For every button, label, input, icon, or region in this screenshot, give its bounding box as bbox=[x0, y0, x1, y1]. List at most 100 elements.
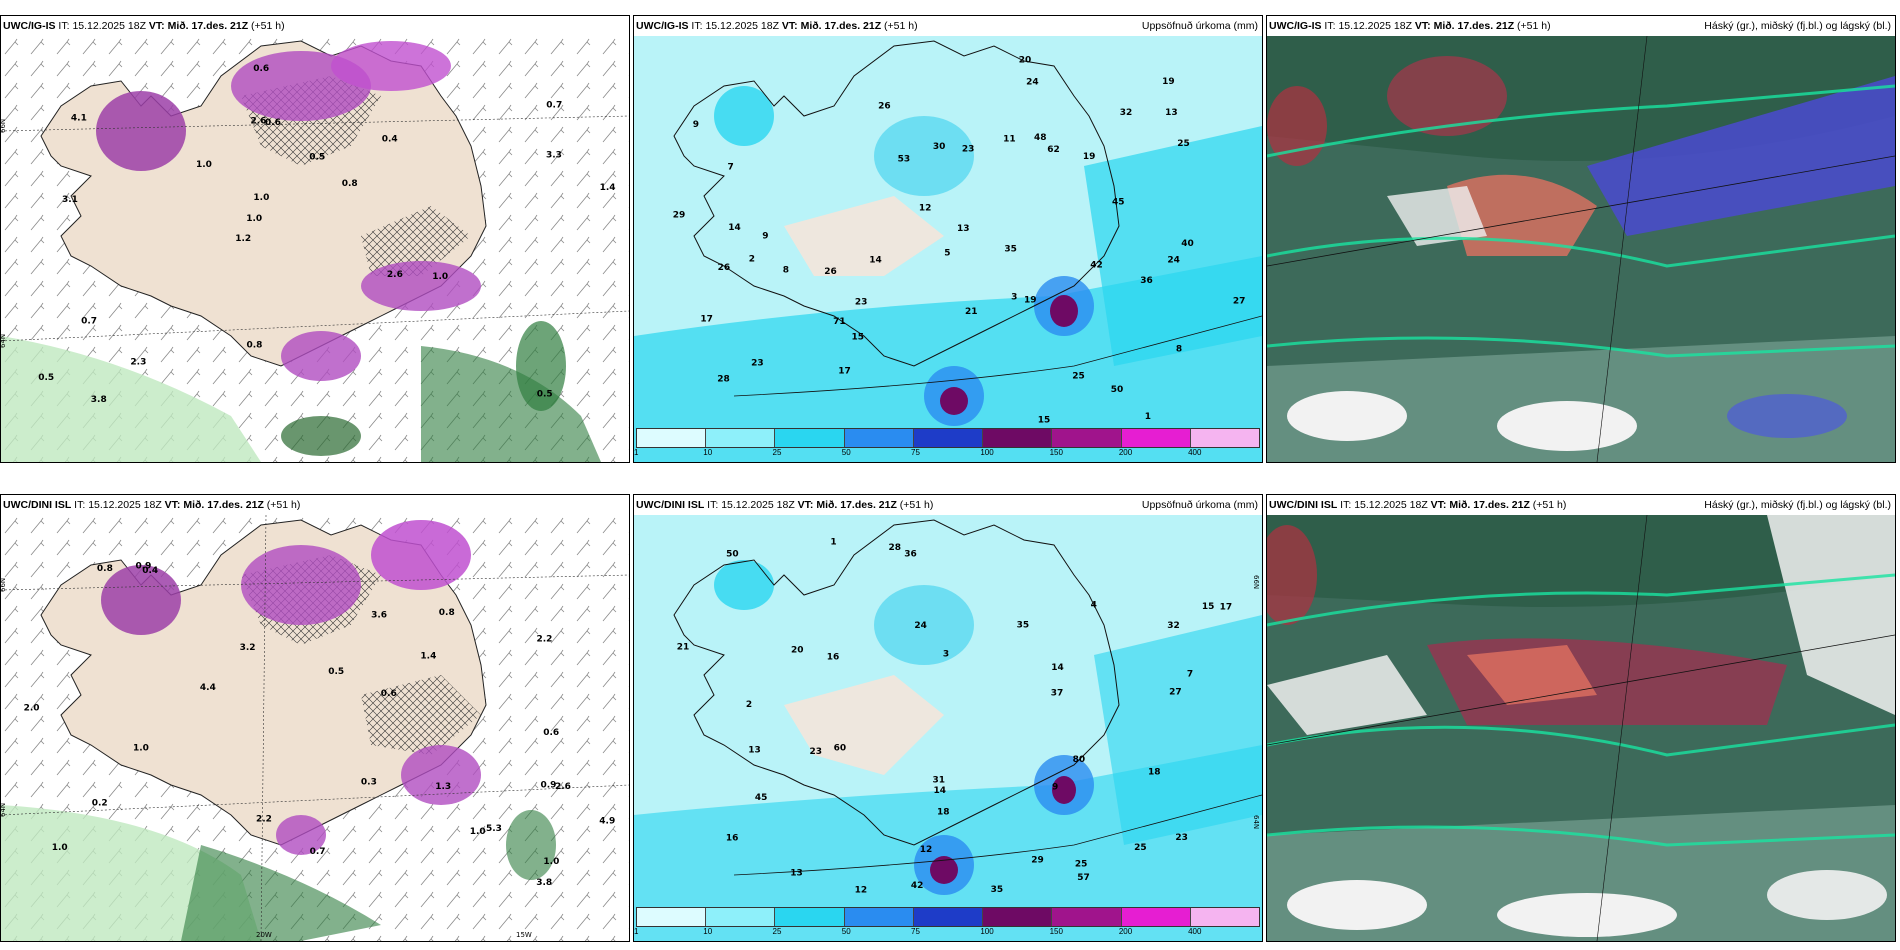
map-value-label: 29 bbox=[673, 211, 686, 221]
map-value-label: 35 bbox=[1004, 245, 1017, 255]
map-value-label: 13 bbox=[748, 745, 761, 755]
map-value-label: 8 bbox=[783, 266, 789, 276]
legend-tick: 75 bbox=[911, 927, 920, 936]
map-value-label: 1.0 bbox=[253, 193, 269, 203]
cloud-map[interactable] bbox=[1267, 36, 1895, 462]
map-value-label: 71 bbox=[833, 317, 846, 327]
map-value-label: 57 bbox=[1077, 873, 1090, 883]
map-value-label: 40 bbox=[1181, 239, 1194, 249]
map-value-label: 9 bbox=[762, 232, 768, 242]
map-value-label: 1.0 bbox=[196, 160, 212, 170]
map-value-label: 50 bbox=[726, 550, 739, 560]
legend-segment bbox=[1052, 908, 1122, 926]
map-value-label: 1.0 bbox=[246, 214, 262, 224]
legend-tick: 100 bbox=[980, 927, 994, 936]
map-value-label: 21 bbox=[965, 307, 978, 317]
map-value-label: 36 bbox=[904, 550, 917, 560]
panel-title: Uppsöfnuð úrkoma (mm) bbox=[1141, 499, 1258, 511]
map-value-label: 7 bbox=[728, 162, 734, 172]
map-value-label: 24 bbox=[914, 621, 927, 631]
map-value-label: 24 bbox=[1167, 255, 1180, 265]
map-value-label: 4.1 bbox=[71, 113, 87, 123]
map-value-label: 27 bbox=[1169, 687, 1182, 697]
map-value-label: 11 bbox=[1003, 135, 1016, 145]
map-value-label: 2.3 bbox=[130, 358, 146, 368]
map-value-label: 3.1 bbox=[62, 195, 78, 205]
map-value-label: 25 bbox=[1177, 139, 1190, 149]
map-value-label: 3.8 bbox=[536, 878, 552, 888]
map-value-label: 13 bbox=[1165, 108, 1178, 118]
map-value-label: 1.0 bbox=[470, 827, 486, 837]
map-value-label: 25 bbox=[1075, 859, 1088, 869]
wind-panel-top: UWC/IG-IS IT: 15.12.2025 18Z VT: Mið. 17… bbox=[0, 15, 630, 463]
map-value-label: 26 bbox=[824, 267, 837, 277]
legend-tick: 50 bbox=[841, 927, 851, 936]
map-value-label: 1 bbox=[1145, 412, 1151, 422]
map-value-label: 15 bbox=[1038, 415, 1051, 425]
svg-text:20W: 20W bbox=[256, 931, 272, 939]
legend-segment bbox=[983, 429, 1053, 447]
map-value-label: 27 bbox=[1233, 296, 1246, 306]
map-value-label: 62 bbox=[1047, 145, 1060, 155]
map-value-label: 28 bbox=[889, 543, 902, 553]
map-value-label: 9 bbox=[1052, 782, 1058, 792]
map-value-label: 45 bbox=[755, 793, 768, 803]
map-value-label: 32 bbox=[1120, 108, 1133, 118]
map-value-label: 0.8 bbox=[439, 608, 455, 618]
legend-tick: 150 bbox=[1049, 448, 1063, 457]
map-value-label: 2.0 bbox=[24, 703, 40, 713]
map-value-label: 42 bbox=[911, 881, 924, 891]
legend-segment bbox=[637, 908, 707, 926]
map-value-label: 45 bbox=[1112, 198, 1125, 208]
map-value-label: 0.7 bbox=[310, 847, 326, 857]
map-value-label: 16 bbox=[827, 653, 840, 663]
map-value-label: 23 bbox=[855, 297, 868, 307]
map-value-label: 24 bbox=[1026, 78, 1039, 88]
map-value-label: 35 bbox=[991, 885, 1004, 895]
map-value-label: 12 bbox=[919, 204, 932, 214]
map-value-label: 1.4 bbox=[600, 183, 616, 193]
legend-segment bbox=[1052, 429, 1122, 447]
map-value-label: 0.5 bbox=[328, 667, 344, 677]
map-value-label: 1.0 bbox=[52, 843, 68, 853]
panel-title: Háský (gr.), miðský (fj.bl.) og lágský (… bbox=[1704, 499, 1891, 511]
map-value-label: 1.0 bbox=[543, 857, 559, 867]
legend-segment bbox=[1121, 429, 1191, 447]
legend-segment bbox=[706, 429, 776, 447]
legend-tick: 1 bbox=[634, 448, 639, 457]
map-value-label: 31 bbox=[933, 776, 946, 786]
map-value-label: 0.3 bbox=[361, 777, 377, 787]
panel-header: UWC/DINI ISL IT: 15.12.2025 18Z VT: Mið.… bbox=[3, 499, 301, 511]
map-value-label: 3.2 bbox=[240, 643, 256, 653]
map-value-label: 19 bbox=[1162, 77, 1175, 87]
precip-map[interactable]: 66N 64N 2 1 3 4 18 17 24 32 42 35 25 13 31 29 37 14 9 16 7… bbox=[634, 515, 1262, 941]
wind-map[interactable]: 66N 64N 0.5 3.1 0.7 1.2 0.4 3.8 2.6 0.5 0.7 1.0 0.… bbox=[1, 36, 629, 462]
map-value-label: 23 bbox=[1175, 833, 1188, 843]
map-value-label: 14 bbox=[869, 256, 882, 266]
svg-text:66N: 66N bbox=[1252, 575, 1260, 589]
map-value-label: 4.9 bbox=[599, 817, 615, 827]
map-value-label: 2.2 bbox=[537, 635, 553, 645]
cloud-panel-top: UWC/IG-IS IT: 15.12.2025 18Z VT: Mið. 17… bbox=[1266, 15, 1896, 463]
cloud-panel-bottom: UWC/DINI ISL IT: 15.12.2025 18Z VT: Mið.… bbox=[1266, 494, 1896, 942]
map-value-label: 28 bbox=[717, 375, 730, 385]
svg-text:66N: 66N bbox=[1, 578, 7, 592]
map-value-label: 0.5 bbox=[38, 373, 54, 383]
svg-text:64N: 64N bbox=[1252, 815, 1260, 829]
precip-map[interactable]: 1 2 3 9 8 7 23 26 19 30 62 50 15 26 35 17 42 13 29 28 19 23 45… bbox=[634, 36, 1262, 462]
wind-map[interactable]: 66N 64N 20W 15W 0.2 0.6 0.9 4.9 3.6 5.3 0.5 1.4… bbox=[1, 515, 629, 941]
legend-segment bbox=[1190, 908, 1259, 926]
map-value-label: 18 bbox=[1148, 768, 1161, 778]
map-value-label: 0.8 bbox=[342, 179, 358, 189]
cloud-map[interactable] bbox=[1267, 515, 1895, 941]
legend-tick-labels: 1 10 25 50 75 100 150 200 400 bbox=[634, 448, 1260, 460]
legend-segment bbox=[913, 429, 984, 447]
map-value-label: 0.6 bbox=[265, 118, 281, 128]
precip-legend bbox=[636, 428, 1260, 448]
legend-tick: 10 bbox=[703, 927, 713, 936]
legend-tick: 400 bbox=[1188, 927, 1202, 936]
map-value-label: 0.6 bbox=[253, 64, 269, 74]
legend-segment bbox=[775, 908, 845, 926]
map-value-label: 26 bbox=[878, 102, 891, 112]
map-value-label: 25 bbox=[1134, 843, 1147, 853]
